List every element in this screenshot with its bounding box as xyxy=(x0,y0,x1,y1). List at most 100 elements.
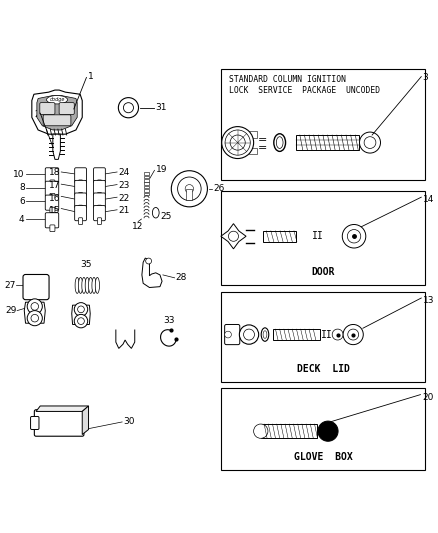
Text: DOOR: DOOR xyxy=(311,267,335,277)
FancyBboxPatch shape xyxy=(23,274,49,300)
Text: =: = xyxy=(258,135,268,146)
Bar xyxy=(144,186,149,188)
Ellipse shape xyxy=(75,277,79,293)
Circle shape xyxy=(146,258,152,264)
Ellipse shape xyxy=(46,95,67,104)
Bar xyxy=(221,389,424,470)
Circle shape xyxy=(360,132,381,153)
FancyBboxPatch shape xyxy=(74,180,86,196)
Bar xyxy=(272,329,320,340)
FancyBboxPatch shape xyxy=(78,205,83,212)
FancyBboxPatch shape xyxy=(40,103,55,115)
Text: 2: 2 xyxy=(34,109,39,118)
FancyBboxPatch shape xyxy=(50,225,55,232)
Ellipse shape xyxy=(95,277,99,293)
Bar xyxy=(263,231,297,241)
Circle shape xyxy=(31,314,39,322)
FancyBboxPatch shape xyxy=(74,168,86,183)
Circle shape xyxy=(342,224,366,248)
Text: STANDARD COLUMN IGNITION: STANDARD COLUMN IGNITION xyxy=(229,75,346,84)
Ellipse shape xyxy=(85,277,89,293)
Text: 33: 33 xyxy=(163,316,175,325)
FancyBboxPatch shape xyxy=(31,416,39,430)
Bar xyxy=(368,142,372,148)
Circle shape xyxy=(229,231,239,241)
Text: 35: 35 xyxy=(80,261,92,270)
Text: dodge: dodge xyxy=(49,97,65,102)
Polygon shape xyxy=(32,90,82,134)
FancyBboxPatch shape xyxy=(74,193,86,208)
FancyBboxPatch shape xyxy=(50,180,55,187)
Circle shape xyxy=(364,136,376,149)
Text: 28: 28 xyxy=(176,273,187,282)
Circle shape xyxy=(343,325,363,345)
Text: 18: 18 xyxy=(49,168,60,177)
Text: 6: 6 xyxy=(19,197,25,206)
Text: 4: 4 xyxy=(19,214,25,223)
FancyBboxPatch shape xyxy=(50,193,55,200)
Text: 10: 10 xyxy=(13,169,25,179)
Polygon shape xyxy=(82,406,88,434)
Text: 17: 17 xyxy=(49,181,60,190)
Ellipse shape xyxy=(92,277,96,293)
Ellipse shape xyxy=(82,277,86,293)
FancyBboxPatch shape xyxy=(78,180,83,187)
Ellipse shape xyxy=(274,134,286,151)
Circle shape xyxy=(348,329,359,340)
FancyBboxPatch shape xyxy=(78,192,83,199)
FancyBboxPatch shape xyxy=(94,193,106,208)
Bar xyxy=(144,182,149,185)
Bar xyxy=(144,192,149,195)
Circle shape xyxy=(244,329,254,340)
Circle shape xyxy=(185,184,194,193)
Text: 14: 14 xyxy=(423,195,434,204)
Text: 22: 22 xyxy=(118,193,129,203)
Text: II: II xyxy=(321,329,333,340)
Bar xyxy=(33,280,39,289)
Text: 29: 29 xyxy=(5,306,16,315)
FancyBboxPatch shape xyxy=(45,181,59,196)
Circle shape xyxy=(78,318,85,325)
Polygon shape xyxy=(36,406,88,411)
Circle shape xyxy=(171,171,208,207)
FancyBboxPatch shape xyxy=(94,206,106,221)
Bar xyxy=(144,172,149,175)
Bar xyxy=(221,69,424,180)
Circle shape xyxy=(230,135,245,150)
Ellipse shape xyxy=(261,328,269,341)
Text: 23: 23 xyxy=(118,181,129,190)
Text: =: = xyxy=(258,143,268,152)
Text: II: II xyxy=(311,231,323,241)
Ellipse shape xyxy=(263,331,267,338)
Text: 8: 8 xyxy=(19,183,25,192)
Circle shape xyxy=(225,331,231,338)
Circle shape xyxy=(318,421,338,441)
Circle shape xyxy=(31,303,39,310)
Text: 21: 21 xyxy=(118,206,129,215)
Text: LOCK  SERVICE  PACKAGE  UNCODED: LOCK SERVICE PACKAGE UNCODED xyxy=(229,86,380,95)
Bar xyxy=(221,292,424,382)
Text: 25: 25 xyxy=(161,213,172,221)
Text: 27: 27 xyxy=(4,281,15,290)
FancyBboxPatch shape xyxy=(59,103,74,115)
FancyBboxPatch shape xyxy=(78,218,83,224)
FancyBboxPatch shape xyxy=(225,325,240,345)
FancyBboxPatch shape xyxy=(74,206,86,221)
Circle shape xyxy=(222,127,254,158)
Text: 3: 3 xyxy=(423,73,428,82)
Bar xyxy=(144,189,149,192)
Circle shape xyxy=(177,177,201,200)
Circle shape xyxy=(124,103,134,113)
Bar xyxy=(261,424,318,438)
Text: 1: 1 xyxy=(88,72,93,81)
Text: GLOVE  BOX: GLOVE BOX xyxy=(293,452,352,462)
Polygon shape xyxy=(24,302,45,323)
Bar xyxy=(297,135,360,150)
Text: 19: 19 xyxy=(156,165,167,174)
Circle shape xyxy=(78,306,85,313)
Circle shape xyxy=(332,329,343,340)
Circle shape xyxy=(225,130,250,155)
Text: 15: 15 xyxy=(49,206,60,215)
FancyBboxPatch shape xyxy=(45,213,59,228)
FancyBboxPatch shape xyxy=(97,192,102,199)
